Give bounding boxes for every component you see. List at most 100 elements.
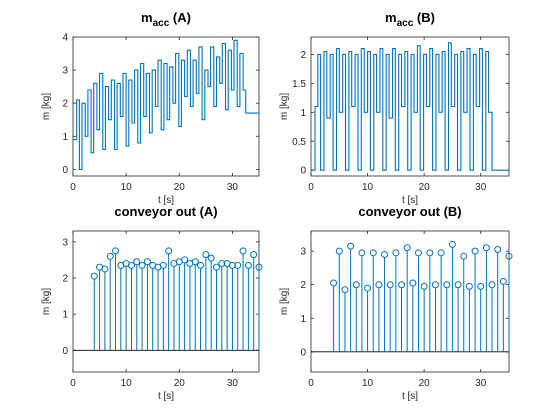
stem-marker (465, 282, 473, 290)
stem-marker (443, 281, 451, 289)
stem-marker (202, 251, 210, 258)
y-tick-label: 0 (300, 166, 306, 177)
stem-marker (381, 251, 389, 258)
stem-marker (143, 258, 151, 266)
stem-marker (431, 281, 439, 289)
stem-marker (477, 282, 485, 290)
stem-marker (454, 281, 462, 289)
y-tick-label: 2 (300, 280, 306, 291)
axes-box (72, 230, 260, 373)
series-line (311, 42, 509, 171)
x-tick-label: 20 (174, 182, 186, 193)
title-suffix: (A) (169, 10, 191, 25)
y-axis-label: m [kg] (41, 93, 52, 120)
y-tick-label: 2 (62, 274, 68, 285)
stem-marker (341, 286, 349, 294)
stem-marker (375, 281, 383, 289)
stem-marker (138, 261, 146, 269)
stem-marker (409, 279, 417, 287)
x-tick-label: 30 (475, 378, 487, 389)
x-tick-label: 10 (121, 378, 133, 389)
stem-marker (133, 258, 141, 266)
stem-marker (234, 261, 242, 269)
title-main: conveyor out (A) (114, 204, 217, 219)
x-tick-label: 30 (227, 182, 239, 193)
y-axis-label: m [kg] (279, 93, 290, 120)
stem-marker (181, 256, 189, 264)
stem-marker (471, 247, 479, 255)
stem-marker (392, 249, 400, 257)
stem-marker (127, 261, 135, 269)
series-line (73, 39, 259, 170)
stem-marker (112, 247, 120, 255)
y-tick-label: 0.5 (292, 137, 306, 148)
stem-marker (191, 258, 199, 266)
y-tick-label: 0 (62, 346, 68, 357)
x-tick-label: 0 (308, 378, 314, 389)
x-tick-label: 10 (121, 182, 133, 193)
stem-marker (414, 249, 422, 257)
x-axis-label: t [s] (158, 195, 174, 206)
title-main: m (141, 10, 153, 25)
title-subscript: acc (397, 18, 414, 29)
stem-marker (448, 240, 456, 248)
subplot-4: 0 10 20 30 0 1 2 3 t [s] m [kg] conveyor out (B) (279, 204, 513, 402)
stem-marker (165, 247, 173, 255)
y-tick-label: 2 (62, 99, 68, 110)
axes-box (310, 230, 510, 373)
stem-marker (106, 252, 114, 260)
stem-marker (255, 263, 263, 271)
y-axis-label: m [kg] (279, 288, 290, 315)
y-tick-label: 0 (62, 165, 68, 176)
chart-title: conveyor out (B) (358, 204, 461, 219)
title-subscript: acc (153, 18, 170, 29)
y-tick-label: 3 (300, 247, 306, 258)
subplot-2: 0 10 20 30 0 0.5 1 1.5 2 t [s] m [kg] macc (B) (279, 10, 510, 206)
x-axis-label: t [s] (158, 391, 174, 402)
x-tick-label: 0 (70, 378, 76, 389)
x-tick-label: 0 (70, 182, 76, 193)
stem-marker (364, 284, 372, 292)
stem-marker (369, 249, 377, 257)
title-suffix: (B) (413, 10, 435, 25)
x-tick-label: 30 (227, 378, 239, 389)
x-tick-label: 10 (362, 378, 374, 389)
x-tick-label: 20 (174, 378, 186, 389)
stem-marker (335, 247, 343, 255)
subplot-1: 0 10 20 30 0 1 2 3 4 t [s] m [kg] macc (A) (41, 10, 260, 206)
chart-title: conveyor out (A) (114, 204, 217, 219)
x-axis-label: t [s] (402, 391, 418, 402)
y-axis-label: m [kg] (41, 288, 52, 315)
x-tick-label: 20 (419, 182, 431, 193)
y-tick-label: 1.5 (292, 79, 306, 90)
stem-marker (90, 272, 98, 280)
stem-marker (488, 281, 496, 289)
stem-marker (420, 282, 428, 290)
stem-marker (197, 261, 205, 269)
stem-marker (358, 249, 366, 257)
stem-marker (207, 254, 215, 262)
stem-marker (426, 249, 434, 257)
y-tick-label: 1 (300, 314, 306, 325)
y-tick-label: 4 (62, 33, 68, 44)
stem-marker (330, 279, 338, 287)
y-tick-label: 1 (300, 108, 306, 119)
y-tick-label: 1 (62, 310, 68, 321)
stem-marker (159, 261, 167, 269)
stem-marker (239, 247, 247, 255)
x-tick-label: 10 (362, 182, 374, 193)
stem-marker (437, 249, 445, 257)
y-tick-label: 1 (62, 132, 68, 143)
stem-marker (505, 252, 513, 260)
stem-marker (347, 242, 355, 250)
title-main: conveyor out (B) (358, 204, 461, 219)
subplot-3: 0 10 20 30 0 1 2 3 t [s] m [kg] conveyor out (A) (41, 204, 263, 402)
stem-marker (101, 265, 109, 273)
stem-marker (499, 277, 507, 285)
stem-marker (398, 281, 406, 289)
stem-marker (218, 260, 226, 268)
stem-marker (460, 252, 468, 260)
y-tick-label: 3 (62, 237, 68, 248)
y-tick-label: 2 (300, 50, 306, 61)
